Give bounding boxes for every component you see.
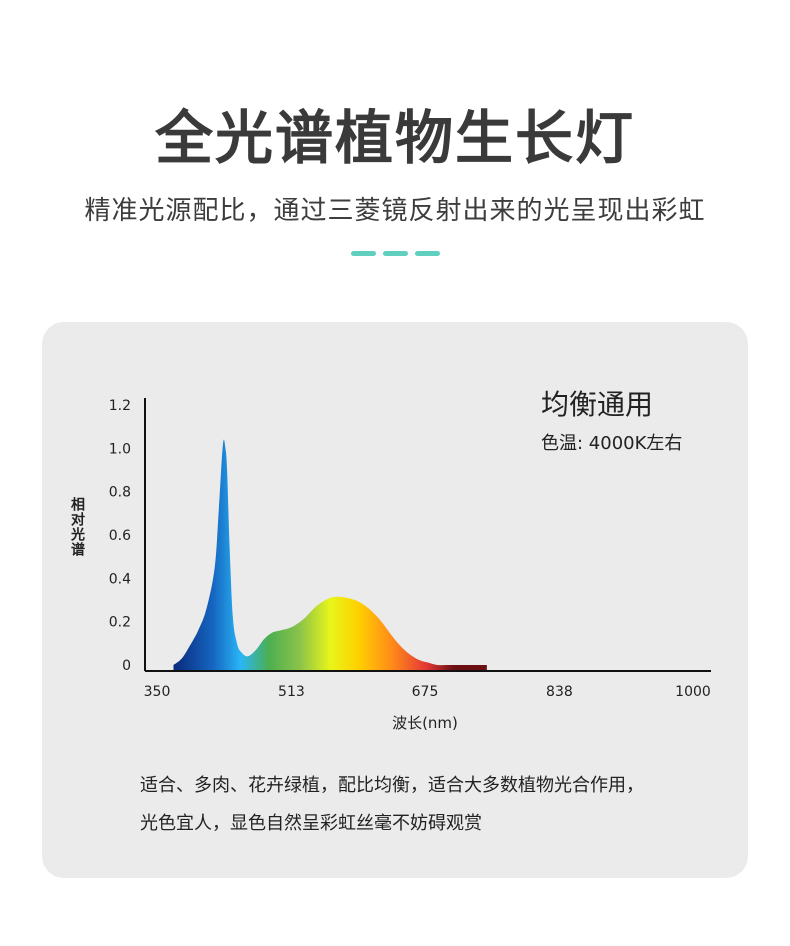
y-tick-label: 0.8	[109, 485, 131, 501]
y-tick-label: 0.4	[109, 571, 131, 587]
y-tick-label: 0.6	[109, 528, 131, 544]
y-tick-label: 0	[122, 658, 131, 674]
x-axis-label: 波长(nm)	[392, 714, 458, 732]
y-tick-label: 0.2	[109, 615, 131, 631]
description-line: 光色宜人，显色自然呈彩虹丝毫不妨碍观赏	[140, 813, 482, 834]
x-tick-label: 513	[278, 684, 305, 700]
divider-dash	[383, 251, 408, 256]
page-subtitle: 精准光源配比，通过三菱镜反射出来的光呈现出彩虹	[84, 196, 706, 226]
title-divider	[351, 251, 441, 256]
mode-title: 均衡通用	[541, 388, 654, 421]
y-axis-label: 相对光谱	[69, 497, 85, 557]
page-title: 全光谱植物生长灯	[154, 104, 635, 172]
y-tick-label: 1.2	[109, 398, 131, 414]
x-tick-label: 675	[412, 684, 439, 700]
divider-dash	[351, 251, 376, 256]
spectrum-card	[42, 322, 748, 878]
spectrum-area	[173, 439, 487, 671]
description-line: 适合、多肉、花卉绿植，配比均衡，适合大多数植物光合作用，	[140, 775, 644, 796]
x-tick-label: 350	[144, 684, 171, 700]
x-tick-label: 838	[546, 684, 573, 700]
x-tick-label: 1000	[675, 684, 711, 700]
y-tick-label: 1.0	[109, 441, 131, 457]
color-temperature: 色温: 4000K左右	[541, 433, 683, 454]
divider-dash	[415, 251, 440, 256]
